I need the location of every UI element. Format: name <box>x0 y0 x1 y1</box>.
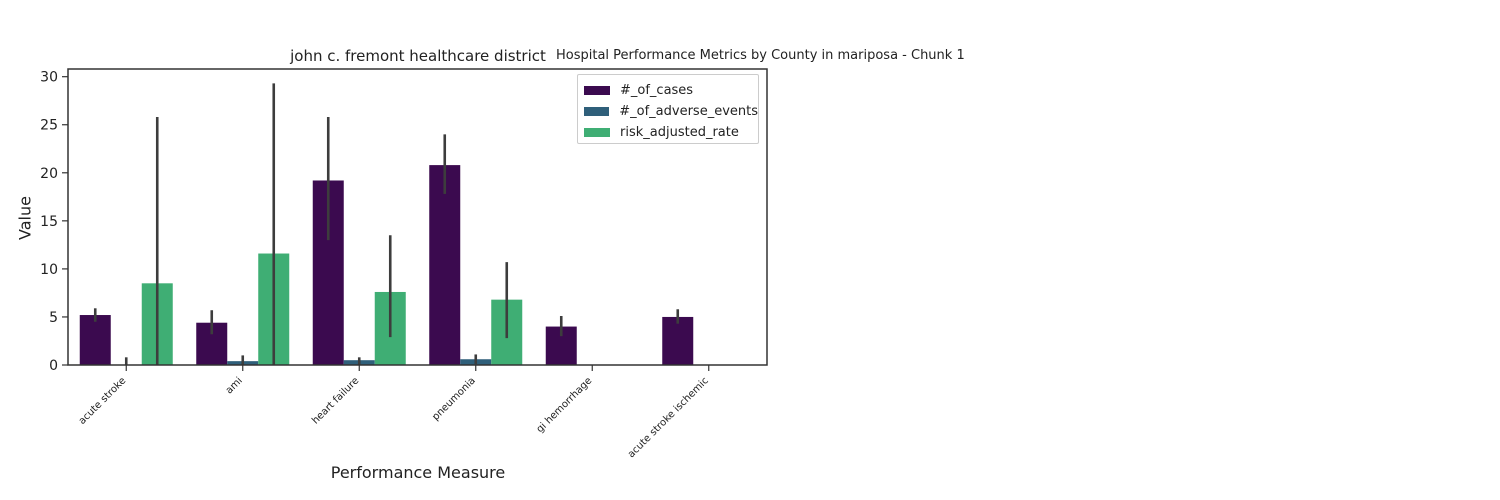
legend-item-adverse-events: #_of_adverse_events <box>584 101 758 122</box>
legend-label-cases: #_of_cases <box>620 83 694 98</box>
y-tick-label: 30 <box>40 70 58 86</box>
x-tick-label: gi hemorrhage <box>535 375 595 435</box>
legend-swatch-risk-adjusted-rate <box>584 128 610 137</box>
plot-frame <box>67 68 768 366</box>
x-tick-label: pneumonia <box>430 375 478 423</box>
y-tick-label: 5 <box>49 310 58 326</box>
y-tick-label: 10 <box>40 262 58 278</box>
legend-item-cases: #_of_cases <box>584 80 758 101</box>
x-axis-label: Performance Measure <box>330 463 506 482</box>
x-tick-label: acute stroke ischemic <box>626 375 711 460</box>
figure-suptitle: Hospital Performance Metrics by County i… <box>556 48 965 63</box>
y-tick-label: 25 <box>40 118 58 134</box>
legend-swatch-adverse-events <box>584 107 610 116</box>
x-tick-label: acute stroke <box>77 375 129 427</box>
y-tick-label: 20 <box>40 166 58 182</box>
bar <box>79 315 111 365</box>
bar <box>429 165 461 365</box>
bar <box>662 316 694 365</box>
legend-item-risk-adjusted-rate: risk_adjusted_rate <box>584 122 758 143</box>
y-tick-label: 15 <box>40 214 58 230</box>
y-axis-label: Value <box>15 196 35 240</box>
chart-title: john c. fremont healthcare district <box>290 47 546 65</box>
legend-swatch-cases <box>584 86 610 95</box>
x-tick-label: heart failure <box>310 375 361 426</box>
x-tick-label: ami <box>224 375 245 396</box>
chart-legend: #_of_cases #_of_adverse_events risk_adju… <box>577 74 759 144</box>
y-tick-label: 0 <box>49 358 58 374</box>
legend-label-adverse-events: #_of_adverse_events <box>619 104 758 119</box>
legend-label-risk-adjusted-rate: risk_adjusted_rate <box>620 125 739 140</box>
